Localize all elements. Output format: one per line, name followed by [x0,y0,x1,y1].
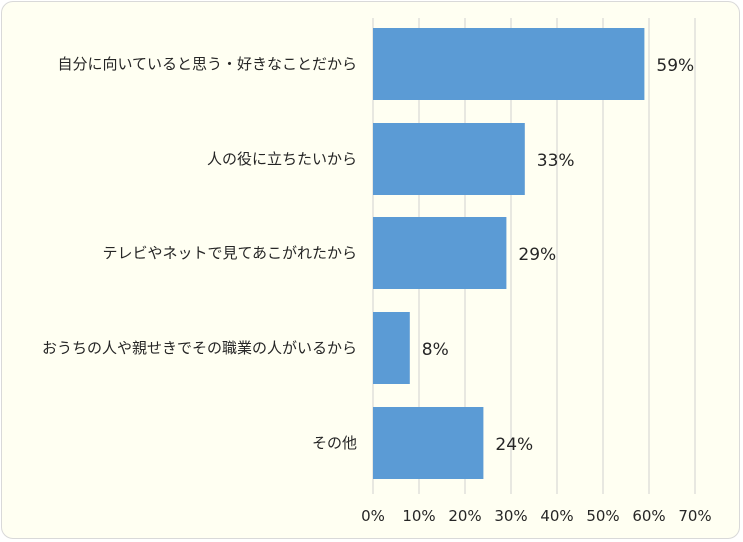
bar-4 [373,407,484,479]
category-label-1: 人の役に立ちたいから [207,150,357,168]
x-tick-label-5: 50% [586,507,619,525]
x-tick-label-0: 0% [361,507,385,525]
x-tick-label-4: 40% [540,507,573,525]
x-tick-label-3: 30% [494,507,527,525]
bar-3 [373,312,410,384]
category-label-2: テレビやネットで見てあこがれたから [102,244,357,262]
x-tick-label-1: 10% [402,507,435,525]
category-label-3: おうちの人や親せきでその職業の人がいるから [42,339,357,357]
category-label-0: 自分に向いていると思う・好きなことだから [57,55,357,73]
bar-1 [373,123,525,195]
category-label-4: その他 [312,434,357,452]
bar-0 [373,28,645,100]
value-label-2: 29% [518,245,556,265]
x-tick-label-2: 20% [448,507,481,525]
value-label-0: 59% [656,56,694,76]
x-tick-label-7: 70% [678,507,711,525]
value-label-1: 33% [537,151,575,171]
value-label-4: 24% [495,435,533,455]
bar-2 [373,217,507,289]
value-label-3: 8% [422,340,449,360]
x-tick-label-6: 60% [632,507,665,525]
